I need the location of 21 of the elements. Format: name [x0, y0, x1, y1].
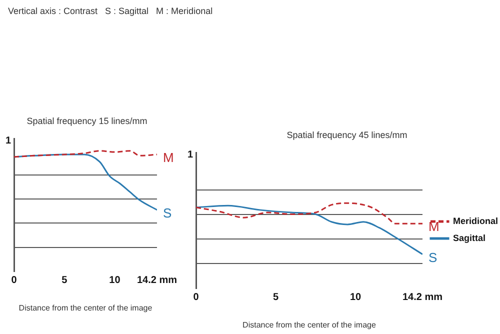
x-tick-label: 14.2 mm — [136, 275, 178, 286]
text: 1 — [5, 136, 12, 147]
x-tick-label: 5 — [62, 275, 68, 286]
text: M — [428, 219, 440, 234]
x-axis-title: Distance from the center of the image — [242, 320, 376, 330]
x-tick-label: 5 — [272, 292, 279, 304]
x-tick-label: 10 — [109, 275, 121, 286]
chart-subtitle: Vertical axis : Contrast S : Sagittal M : Meridional — [8, 6, 213, 16]
legend-label: Sagittal — [453, 232, 486, 243]
text: 1 — [187, 150, 194, 161]
legend-label: Meridional — [453, 216, 498, 226]
text: M — [162, 150, 174, 166]
x-tick-label: 10 — [350, 292, 362, 304]
text: S — [162, 206, 172, 220]
x-tick-label: 0 — [193, 292, 200, 304]
x-tick-label: 0 — [11, 275, 18, 286]
x-tick-label: 14.2 mm — [402, 292, 443, 304]
text: S — [428, 250, 438, 265]
chart-title: Spatial frequency 45 lines/mm — [286, 130, 408, 140]
chart-title: Spatial frequency 15 lines/mm — [26, 116, 148, 126]
x-axis-title: Distance from the center of the image — [18, 303, 153, 312]
